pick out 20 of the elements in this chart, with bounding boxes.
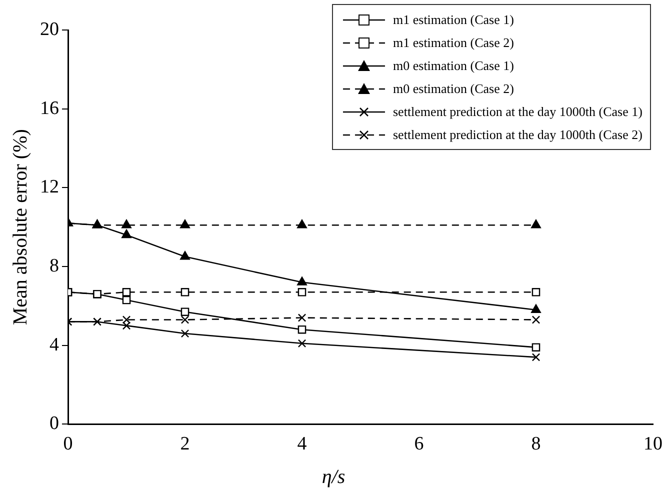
x-tick-label: 0 — [63, 434, 73, 455]
legend-label: m0 estimation (Case 1) — [393, 58, 514, 74]
x-tick-label: 6 — [414, 434, 424, 455]
y-tick-label: 20 — [40, 18, 59, 40]
legend-label: settlement prediction at the day 1000th (Case 1) — [393, 104, 642, 120]
x-tick-label: 2 — [180, 434, 190, 455]
x-tick-label: 4 — [297, 434, 308, 455]
legend-label: m1 estimation (Case 1) — [393, 12, 514, 28]
y-axis-title: Mean absolute error (%) — [9, 129, 32, 326]
y-tick-label: 0 — [50, 413, 59, 434]
legend-label: m1 estimation (Case 2) — [393, 34, 514, 50]
x-tick-label: 8 — [531, 434, 541, 455]
x-tick-label: 10 — [644, 434, 662, 455]
y-tick-label: 12 — [40, 176, 59, 198]
x-axis-title: η/s — [320, 466, 346, 489]
y-tick-label: 8 — [50, 256, 59, 277]
legend-label: m0 estimation (Case 2) — [393, 80, 514, 96]
y-tick-label: 16 — [40, 98, 59, 119]
y-tick-label: 4 — [50, 334, 60, 356]
legend-label: settlement prediction at the day 1000th (Case 2) — [393, 126, 642, 142]
